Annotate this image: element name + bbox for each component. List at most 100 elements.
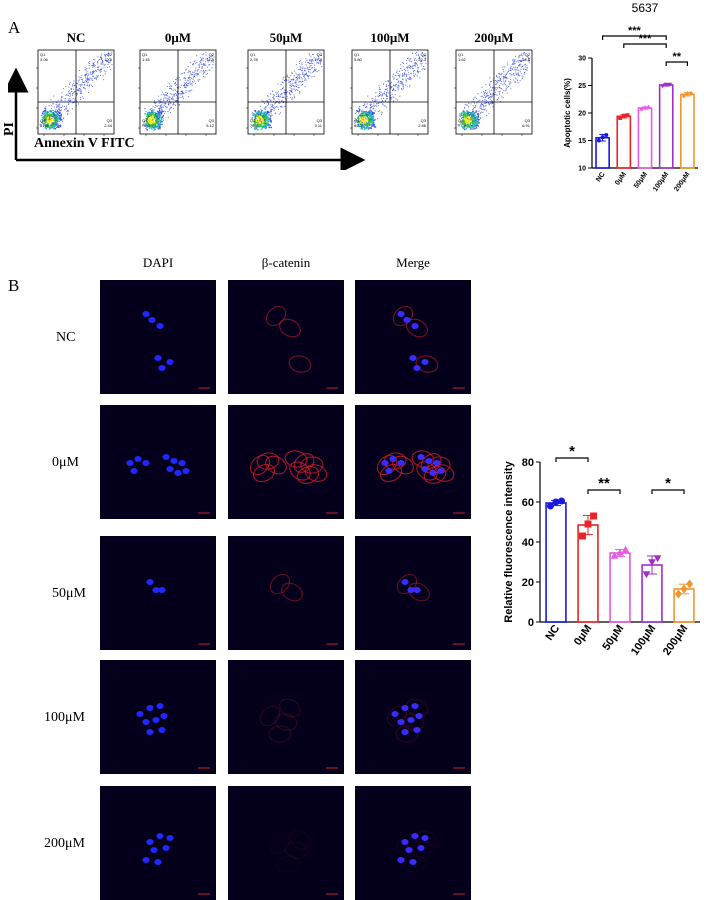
event-dot <box>489 98 491 100</box>
event-dot <box>91 79 93 82</box>
event-dot <box>255 114 257 116</box>
event-dot <box>148 122 151 124</box>
event-dot <box>466 110 468 112</box>
event-dot <box>41 121 44 123</box>
event-dot <box>474 112 476 114</box>
event-dot <box>64 99 66 101</box>
event-dot <box>186 79 188 81</box>
event-dot <box>149 109 151 111</box>
event-dot <box>401 83 403 85</box>
event-dot <box>47 112 49 114</box>
event-dot <box>386 88 388 91</box>
event-dot <box>476 122 479 124</box>
data-point <box>621 545 630 553</box>
event-dot <box>56 117 58 119</box>
event-dot <box>408 64 410 66</box>
event-dot <box>53 125 56 128</box>
event-dot <box>159 125 161 128</box>
event-dot <box>480 95 482 97</box>
event-dot <box>508 83 511 85</box>
event-dot <box>59 119 61 121</box>
event-dot <box>69 100 71 102</box>
event-dot <box>54 127 57 130</box>
event-dot <box>273 109 275 111</box>
event-dot <box>107 63 109 66</box>
q2-value: 12.6 <box>104 57 113 62</box>
nucleus <box>142 857 150 863</box>
event-dot <box>392 87 395 90</box>
event-dot <box>467 111 469 113</box>
event-dot <box>416 64 418 66</box>
event-dot <box>498 75 500 77</box>
event-dot <box>101 57 103 59</box>
event-dot <box>398 75 400 77</box>
column-header-1: β-catenin <box>261 255 311 270</box>
event-dot <box>464 103 466 105</box>
data-point <box>625 113 630 118</box>
event-dot <box>168 83 170 85</box>
event-dot <box>266 110 268 112</box>
event-dot <box>82 87 84 89</box>
event-dot <box>82 80 84 82</box>
event-dot <box>52 116 54 118</box>
flow-label-1: 0μM <box>164 30 192 45</box>
event-dot <box>180 86 182 88</box>
event-dot <box>308 62 310 64</box>
event-dot <box>146 119 148 122</box>
event-dot <box>202 70 204 73</box>
significance-bracket <box>555 457 589 462</box>
event-dot <box>397 74 399 77</box>
event-dot <box>305 64 307 66</box>
event-dot <box>377 110 379 113</box>
event-dot <box>88 74 90 76</box>
event-dot <box>465 117 467 119</box>
event-dot <box>261 115 263 117</box>
event-dot <box>522 55 524 57</box>
event-dot <box>209 69 211 71</box>
event-dot <box>527 60 529 62</box>
event-dot <box>369 110 371 112</box>
event-dot <box>379 94 381 96</box>
event-dot <box>290 84 292 86</box>
event-dot <box>207 61 209 63</box>
event-dot <box>178 93 180 95</box>
event-dot <box>376 103 378 105</box>
event-dot <box>185 82 187 84</box>
event-dot <box>199 78 201 81</box>
event-dot <box>520 68 522 70</box>
image-background <box>355 786 471 900</box>
event-dot <box>526 69 528 71</box>
event-dot <box>93 64 96 66</box>
event-dot <box>392 76 394 78</box>
event-dot <box>141 124 144 126</box>
event-dot <box>506 72 508 74</box>
event-dot <box>104 73 106 75</box>
event-dot <box>365 122 368 124</box>
event-dot <box>483 91 485 93</box>
event-dot <box>109 68 111 71</box>
data-point <box>616 548 624 556</box>
event-dot <box>159 114 161 117</box>
event-dot <box>209 64 211 66</box>
event-dot <box>89 72 91 74</box>
event-dot <box>475 127 478 129</box>
event-dot <box>402 62 405 64</box>
nucleus <box>413 365 421 371</box>
image-background <box>355 536 471 650</box>
x-tick-label: 100μM <box>629 623 658 658</box>
event-dot <box>399 64 402 66</box>
event-dot <box>74 99 76 101</box>
event-dot <box>483 108 485 111</box>
nucleus <box>162 845 170 851</box>
event-dot <box>366 113 369 115</box>
nucleus <box>397 857 405 863</box>
event-dot <box>208 69 210 71</box>
event-dot <box>523 52 525 54</box>
event-dot <box>150 125 153 127</box>
event-dot <box>482 108 484 111</box>
event-dot <box>198 64 200 66</box>
event-dot <box>520 59 522 61</box>
q4-name: Q4 <box>40 118 46 123</box>
q1-name: Q1 <box>250 52 256 57</box>
event-dot <box>162 91 164 93</box>
